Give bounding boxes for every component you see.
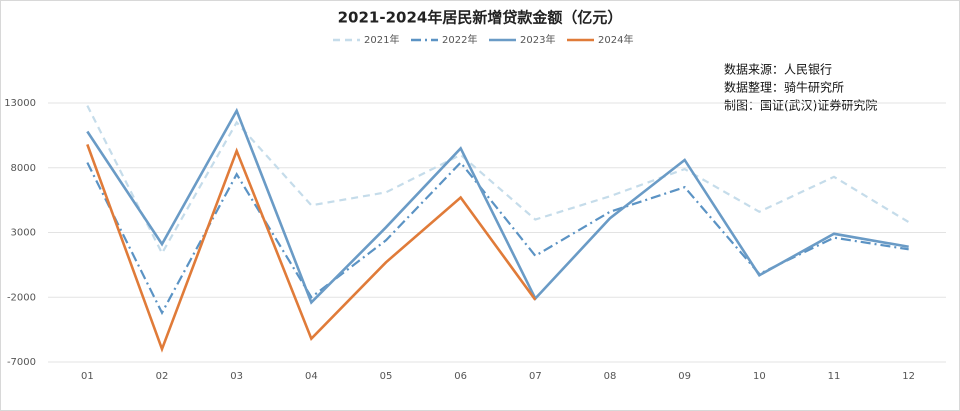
legend-label: 2024年 — [598, 33, 633, 46]
x-tick-label: 05 — [380, 371, 393, 382]
legend-label: 2022年 — [442, 33, 477, 46]
series-line — [86, 105, 910, 256]
series-line — [86, 107, 909, 305]
y-tick-label: 13000 — [4, 98, 36, 109]
x-tick-label: 10 — [753, 371, 766, 382]
x-tick-label: 04 — [305, 371, 318, 382]
annotation: 制图：国证(武汉)证券研究院 — [724, 98, 877, 113]
x-tick-label: 12 — [902, 371, 915, 382]
x-tick-label: 01 — [81, 371, 94, 382]
annotation: 数据整理：骑牛研究所 — [724, 80, 844, 95]
legend-label: 2023年 — [520, 33, 555, 46]
legend-label: 2021年 — [364, 33, 399, 46]
y-tick-label: -2000 — [7, 292, 36, 303]
y-tick-label: 8000 — [11, 163, 36, 174]
x-tick-label: 03 — [230, 371, 243, 382]
y-tick-label: 3000 — [11, 228, 36, 239]
annotation: 数据来源：人民银行 — [724, 62, 832, 77]
x-tick-label: 06 — [454, 371, 467, 382]
x-tick-label: 07 — [529, 371, 542, 382]
x-tick-label: 11 — [828, 371, 841, 382]
series-line — [86, 143, 537, 353]
x-tick-label: 08 — [604, 371, 617, 382]
x-tick-label: 09 — [678, 371, 691, 382]
x-tick-label: 02 — [156, 371, 169, 382]
y-tick-label: -7000 — [7, 357, 36, 368]
chart-title: 2021-2024年居民新增贷款金额（亿元） — [338, 9, 623, 27]
